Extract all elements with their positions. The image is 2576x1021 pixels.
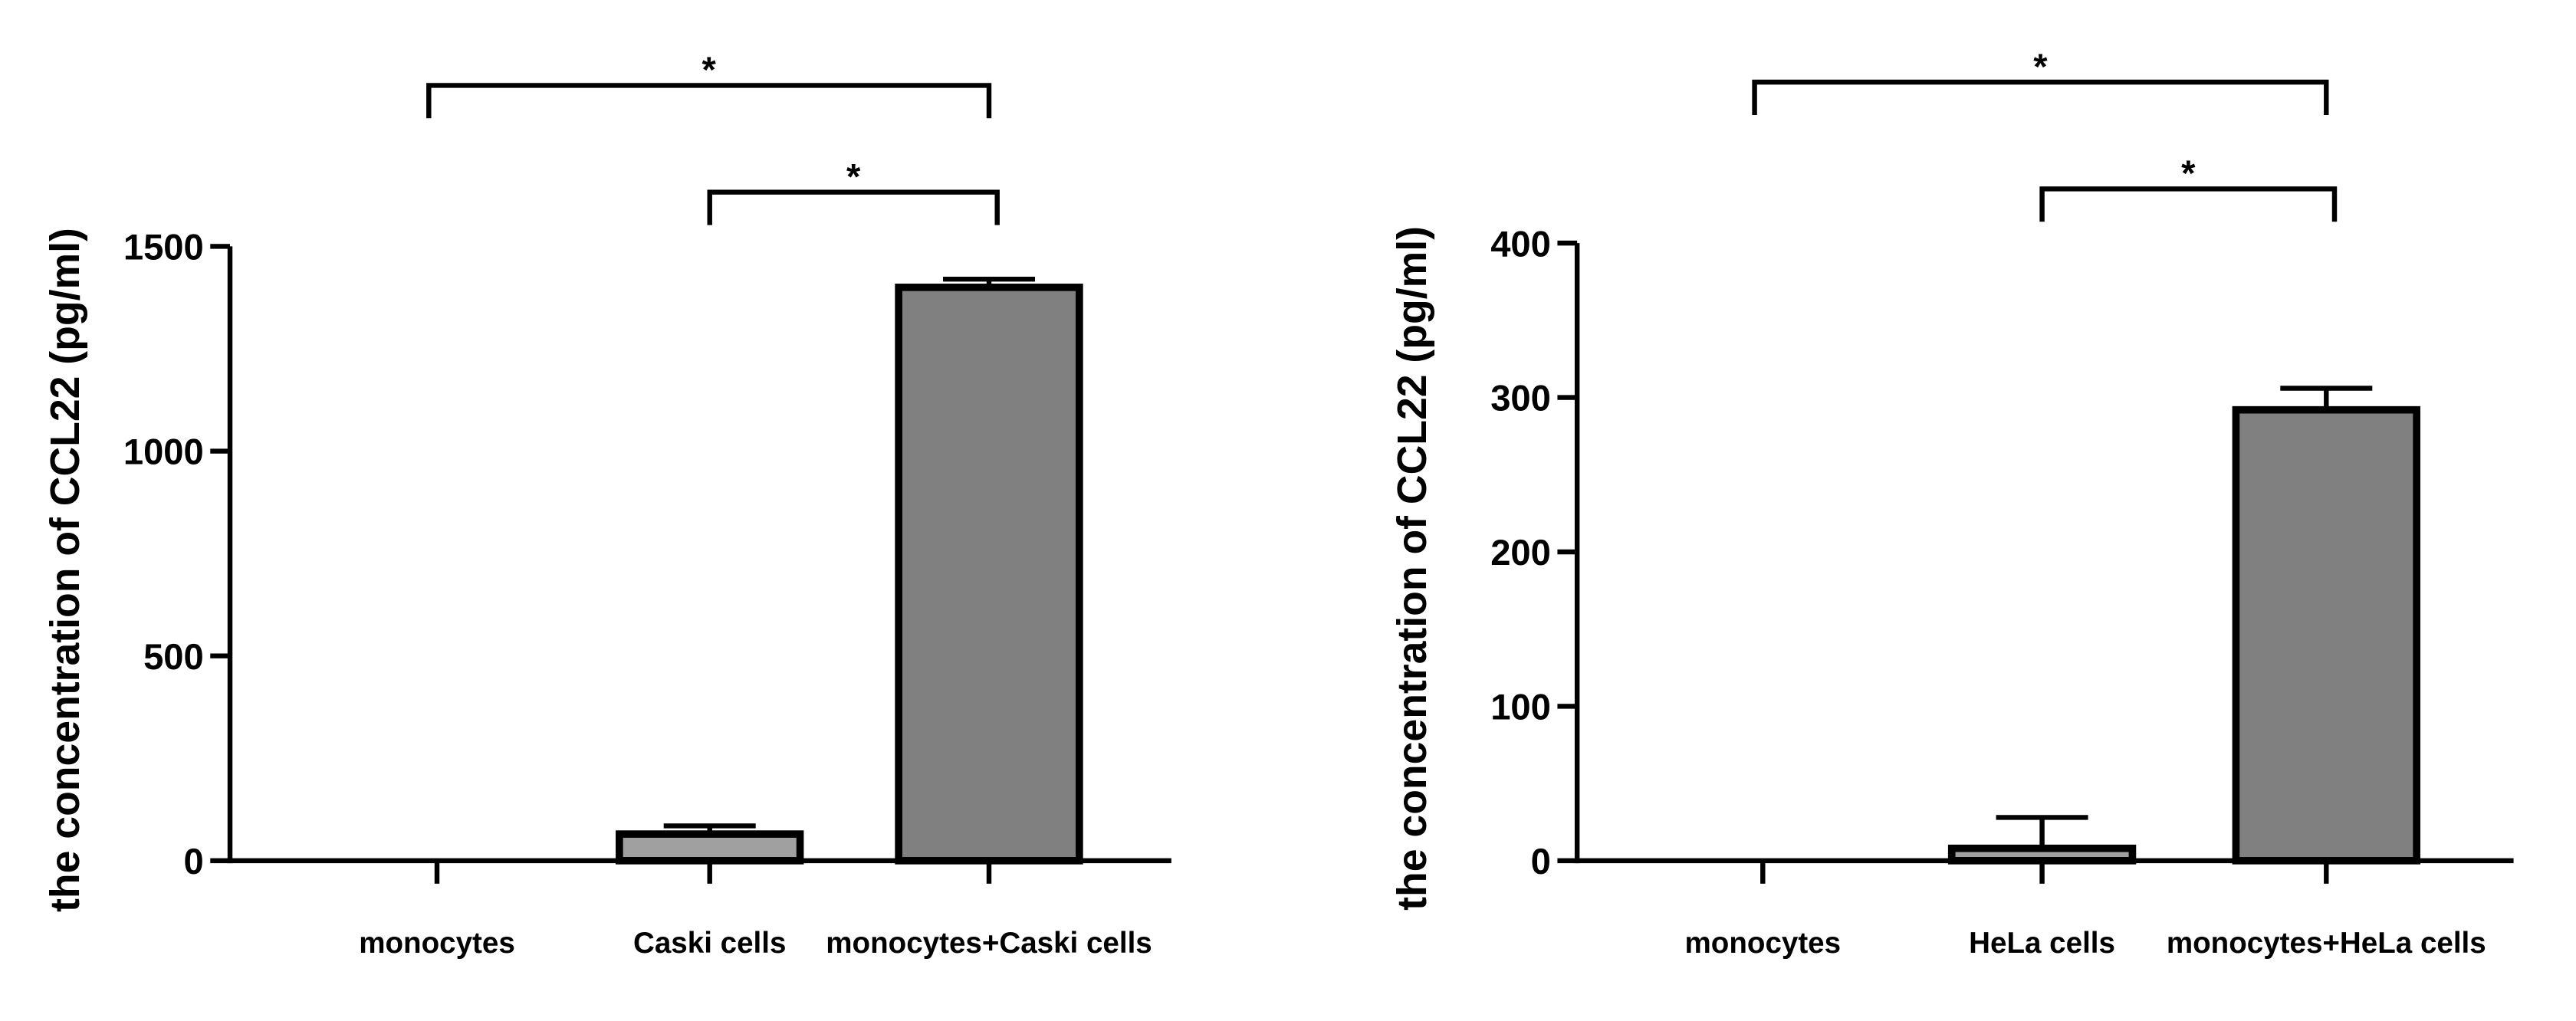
error-bar: [1996, 815, 2088, 849]
y-tick-label: 500: [143, 636, 204, 677]
y-tick-label: 0: [1531, 841, 1551, 881]
significance-label: *: [2181, 153, 2196, 193]
y-axis-label: the concentration of CCL22 (pg/ml): [43, 228, 88, 912]
x-tick-label: monocytes: [359, 927, 515, 960]
y-tick-label: 400: [1490, 223, 1551, 264]
significance-label: *: [846, 156, 861, 196]
x-tick-label: monocytes+HeLa cells: [2167, 927, 2486, 960]
bar: [1947, 844, 2137, 865]
x-tick-label: HeLa cells: [1969, 927, 2115, 960]
chart-panel: the concentration of CCL22 (pg/ml) 0 500 10…: [43, 49, 1171, 960]
x-tick-label: Caski cells: [633, 927, 786, 960]
y-tick-label: 0: [183, 841, 203, 881]
significance-bracket: [426, 83, 992, 119]
bar: [895, 284, 1083, 865]
x-tick-label: monocytes: [1684, 927, 1841, 960]
y-tick-label: 1500: [123, 227, 204, 268]
significance-bracket: [2039, 186, 2338, 222]
significance-bracket: [707, 189, 1000, 225]
bar: [2232, 405, 2420, 865]
significance-bracket: [1752, 79, 2329, 116]
y-tick-label: 1000: [123, 432, 204, 472]
y-tick-label: 200: [1490, 532, 1551, 573]
y-tick-label: 100: [1490, 687, 1551, 727]
chart-panel: the concentration of CCL22 (pg/ml) 0 100 20…: [1390, 46, 2514, 960]
y-tick-label: 300: [1490, 378, 1551, 419]
x-tick-label: monocytes+Caski cells: [826, 927, 1152, 960]
y-axis-label: the concentration of CCL22 (pg/ml): [1390, 226, 1435, 911]
bar: [616, 830, 804, 865]
significance-label: *: [702, 49, 716, 90]
significance-label: *: [2033, 46, 2048, 87]
